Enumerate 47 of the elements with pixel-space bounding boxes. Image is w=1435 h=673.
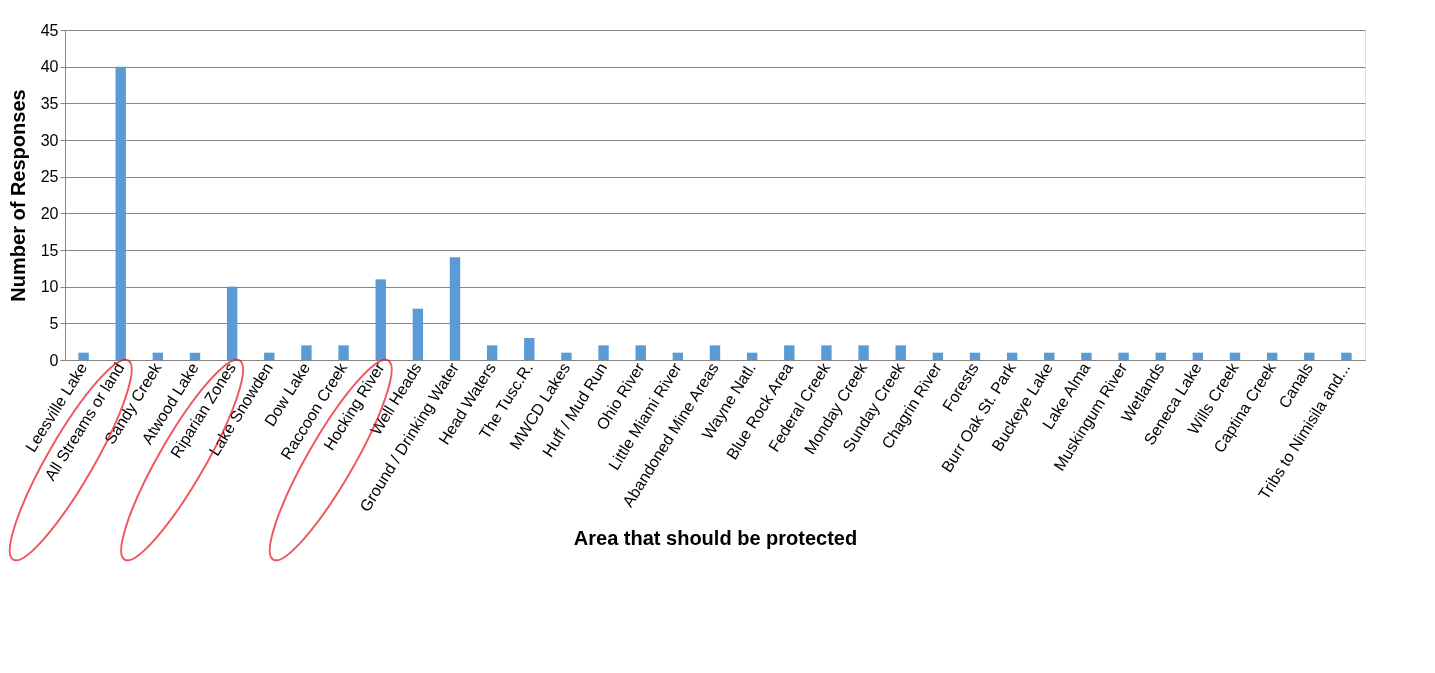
y-tick-label: 10 [40, 278, 59, 296]
bar [672, 352, 684, 360]
bar [1266, 352, 1278, 360]
y-tick-label: 45 [40, 21, 59, 39]
bar [1006, 352, 1018, 360]
y-tick-label: 5 [49, 314, 59, 332]
bar [746, 352, 758, 360]
bar [1044, 352, 1055, 360]
bar [1192, 352, 1204, 360]
y-tick-label: 35 [40, 94, 59, 112]
bar [635, 345, 646, 360]
y-tick-label: 0 [49, 351, 59, 369]
bar [709, 345, 721, 360]
bar [375, 279, 386, 360]
bar [821, 345, 832, 360]
bar [1304, 352, 1315, 360]
bar [264, 352, 275, 360]
bar [784, 345, 795, 360]
bar [895, 345, 906, 360]
bar [969, 352, 981, 360]
bar [226, 286, 238, 360]
bar [115, 66, 126, 360]
bar [524, 338, 535, 360]
bar [189, 352, 201, 360]
bar [858, 345, 869, 360]
bar [1081, 352, 1092, 360]
bar [932, 352, 944, 360]
bar [412, 308, 424, 360]
bar [301, 345, 312, 360]
bar [338, 345, 349, 360]
y-tick-label: 20 [40, 204, 59, 222]
y-tick-label: 25 [40, 168, 59, 186]
y-tick-label: 40 [40, 58, 59, 76]
bar [449, 257, 461, 360]
bar [486, 345, 498, 360]
bar [78, 352, 89, 360]
bar [1229, 352, 1241, 360]
bar [1341, 352, 1352, 360]
bar [598, 345, 609, 360]
bar [561, 352, 572, 360]
x-axis-title: Area that should be protected [573, 526, 858, 549]
bar [152, 352, 164, 360]
bar [1155, 352, 1166, 360]
bar [1118, 352, 1129, 360]
y-tick-label: 30 [40, 131, 59, 149]
y-tick-label: 15 [40, 241, 59, 259]
y-axis-title: Number of Responses [6, 89, 29, 302]
